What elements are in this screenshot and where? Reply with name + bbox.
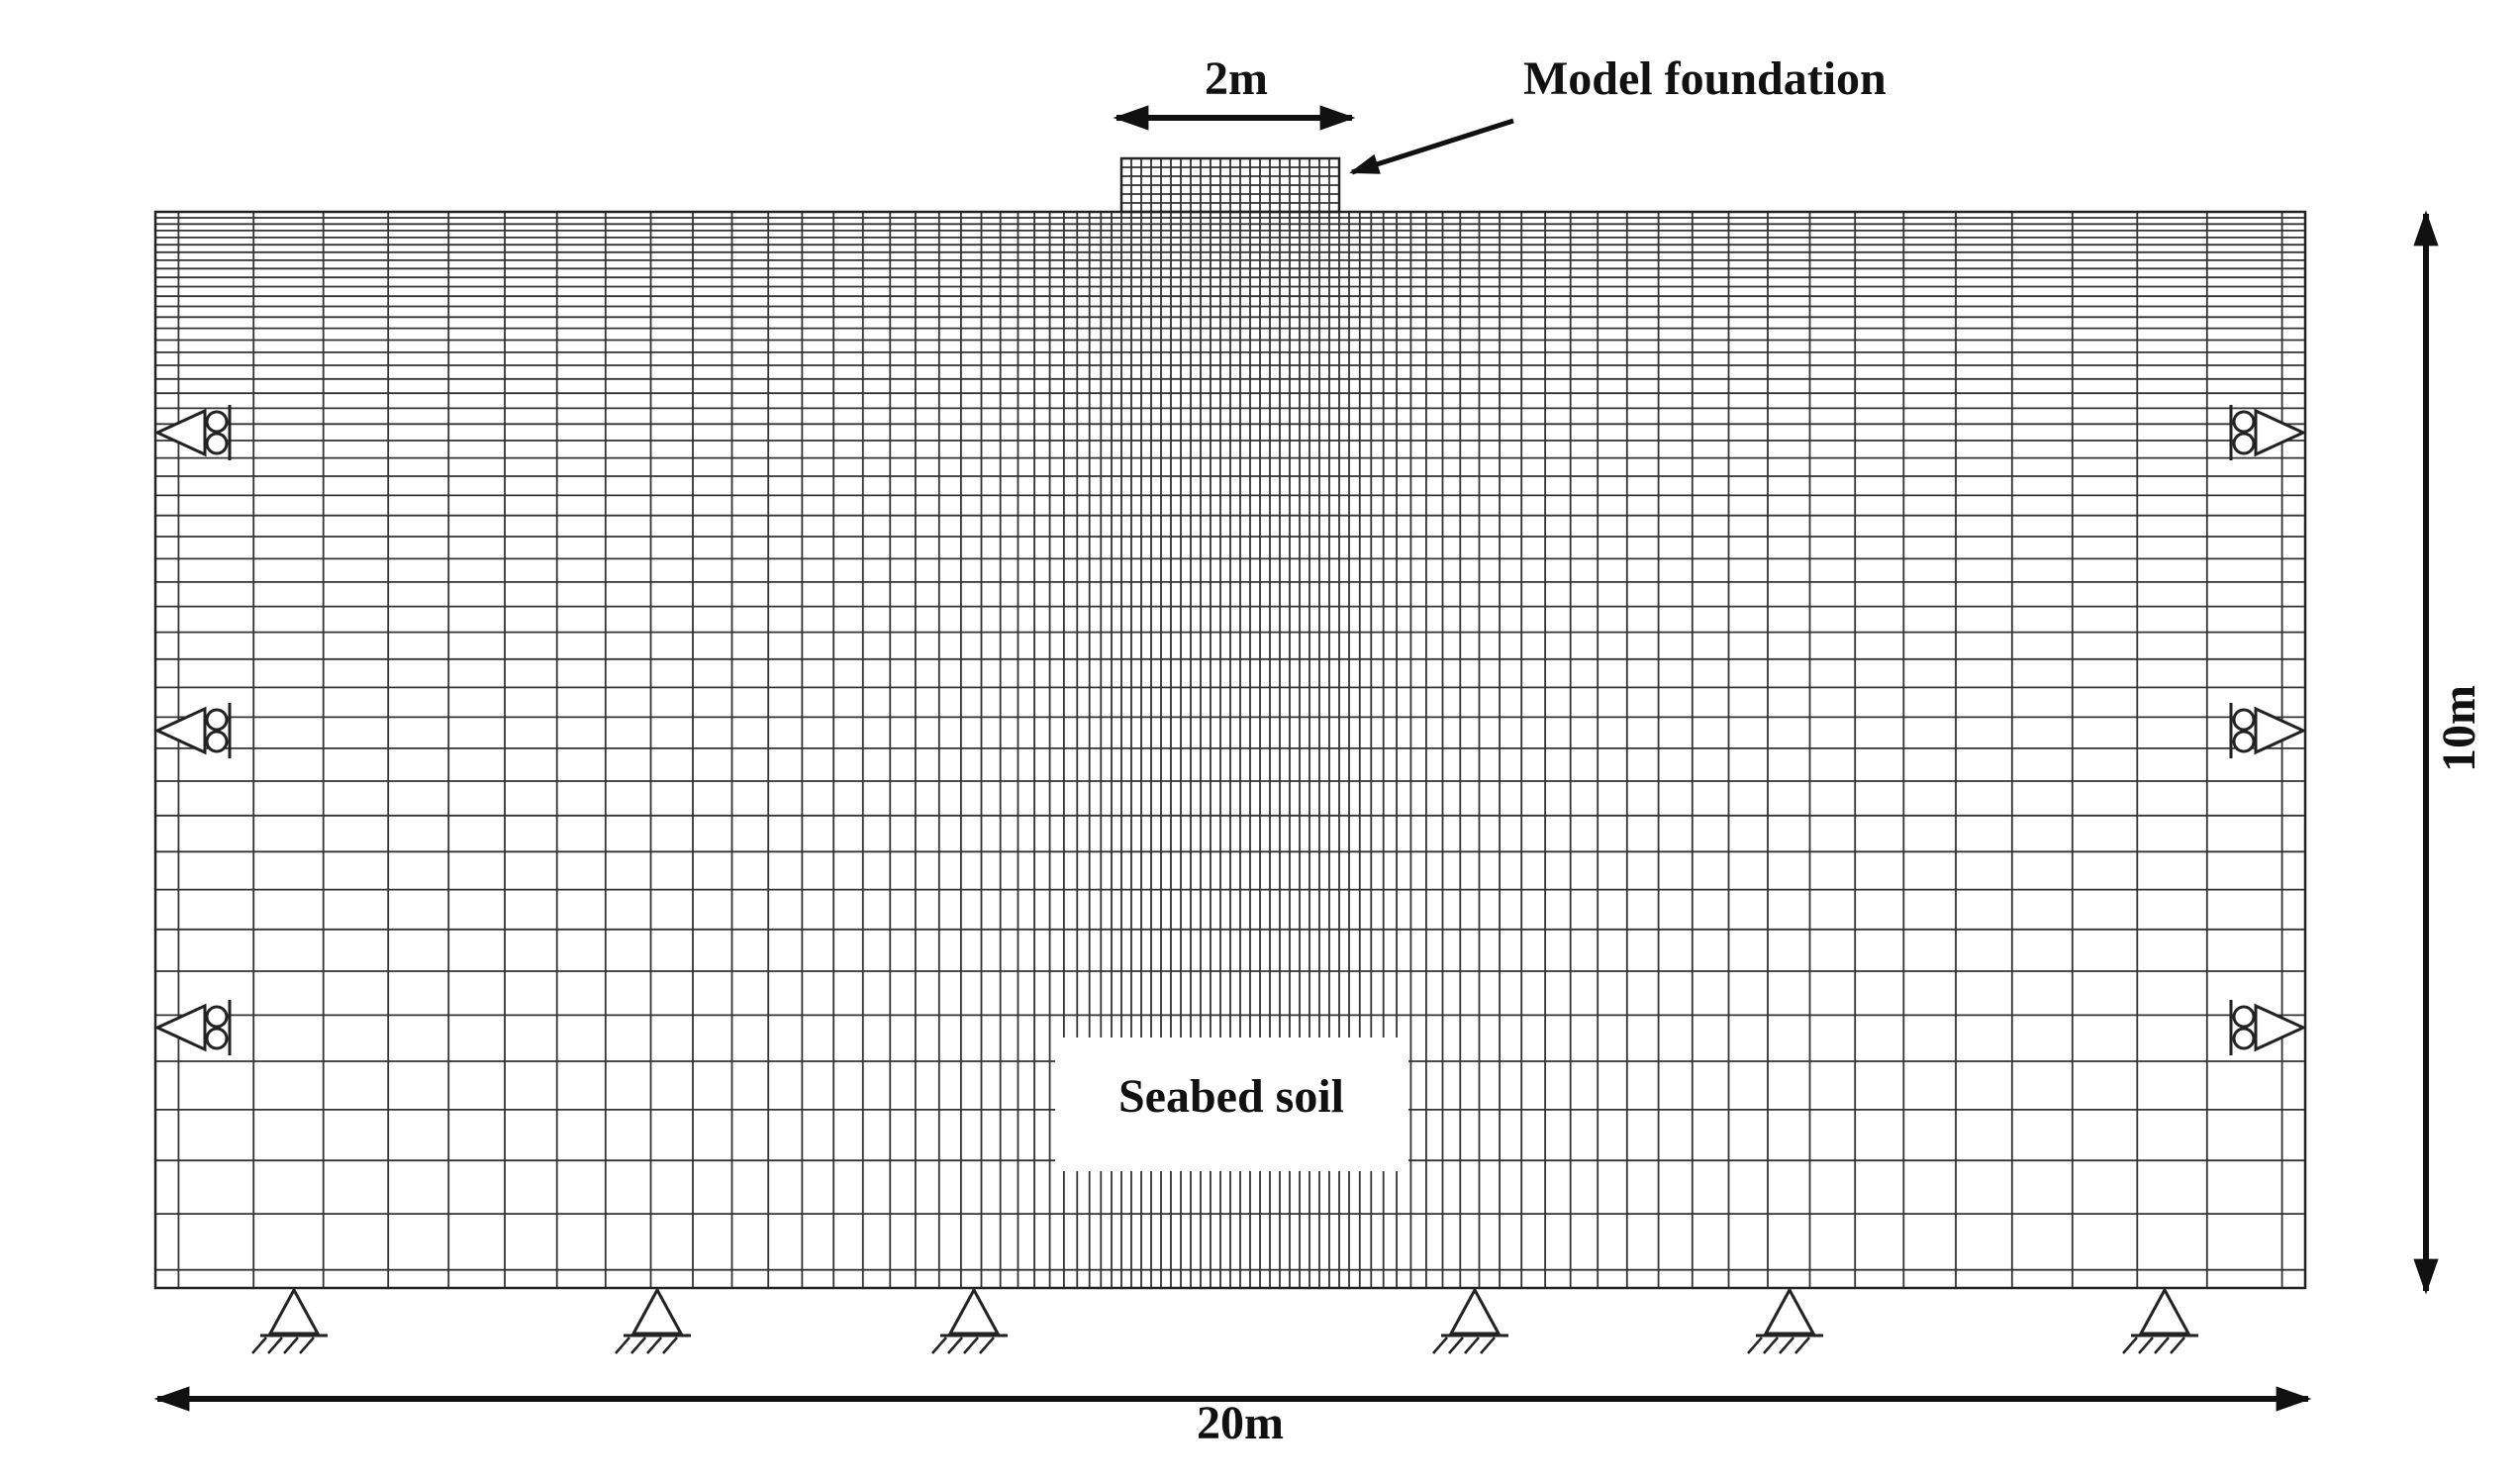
pin-hatch [251, 1336, 315, 1354]
foundation-width-label: 2m [1205, 52, 1268, 105]
roller [2232, 410, 2256, 434]
roller-triangle [153, 706, 207, 755]
roller [205, 1027, 229, 1050]
pin-triangle [1763, 1286, 1816, 1336]
supports [153, 405, 2307, 1354]
soil-mesh [154, 211, 2306, 1289]
pin-triangle [947, 1286, 1001, 1336]
pin-triangle [630, 1286, 684, 1336]
roller [205, 1005, 229, 1029]
label-box [1055, 1038, 1408, 1171]
roller [2232, 730, 2256, 753]
pin-hatch [2122, 1336, 2185, 1354]
roller [205, 432, 229, 455]
roller-triangle [153, 1003, 207, 1052]
roller-triangle [153, 408, 207, 457]
soil-label: Seabed soil [1118, 1070, 1344, 1123]
pin-hatch [615, 1336, 678, 1354]
roller [205, 730, 229, 753]
pin-hatch [1747, 1336, 1810, 1354]
mesh-group [153, 156, 2307, 1290]
roller [2232, 1005, 2256, 1029]
pin-hatch [931, 1336, 995, 1354]
pin-triangle [267, 1286, 321, 1336]
roller [2232, 432, 2256, 455]
pin-triangle [2138, 1286, 2191, 1336]
span-label: 20m [1197, 1397, 1284, 1449]
height-label: 10m [2433, 685, 2485, 772]
roller-triangle [2254, 1003, 2307, 1052]
roller [205, 708, 229, 732]
roller [2232, 708, 2256, 732]
foundation-label: Model foundation [1523, 52, 1887, 105]
pin-triangle [1448, 1286, 1502, 1336]
pin-hatch [1432, 1336, 1496, 1354]
roller [2232, 1027, 2256, 1050]
roller [205, 410, 229, 434]
soil-outline [153, 210, 2307, 1290]
foundation-mesh [1120, 157, 1340, 213]
roller-triangle [2254, 408, 2307, 457]
pointer-arrow [1349, 118, 1514, 175]
roller-triangle [2254, 706, 2307, 755]
